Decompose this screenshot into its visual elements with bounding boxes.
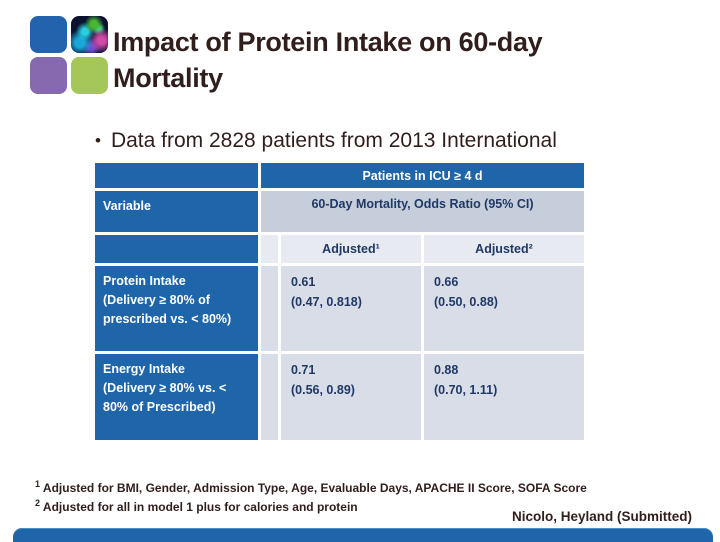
logo-purple-square-icon xyxy=(30,57,67,94)
bullet-text: Data from 2828 patients from 2013 Intern… xyxy=(110,129,557,152)
odds-ratio-value: 0.88 xyxy=(434,363,459,377)
footnote-text: Adjusted for all in model 1 plus for cal… xyxy=(42,500,358,514)
confidence-interval: (0.56, 0.89) xyxy=(291,383,355,397)
table-col-header-adjusted2: Adjusted² xyxy=(424,235,584,263)
bottom-accent-bar xyxy=(13,528,713,542)
confidence-interval: (0.70, 1.11) xyxy=(434,383,498,397)
table-row-variable-protein: Protein Intake (Delivery ≥ 80% of prescr… xyxy=(95,266,258,351)
footnote-1: 1 Adjusted for BMI, Gender, Admission Ty… xyxy=(35,477,695,496)
bullet-icon: • xyxy=(95,131,101,150)
odds-ratio-table: Patients in ICU ≥ 4 d Variable 60-Day Mo… xyxy=(95,163,584,440)
table-spacer-cell xyxy=(261,235,278,263)
odds-ratio-value: 0.71 xyxy=(291,363,316,377)
table-cell-protein-adjusted2: 0.66 (0.50, 0.88) xyxy=(424,266,584,351)
variable-detail: (Delivery ≥ 80% vs. < 80% of Prescribed) xyxy=(103,381,227,414)
table-row-variable-energy: Energy Intake (Delivery ≥ 80% vs. < 80% … xyxy=(95,354,258,440)
logo-blue-square-icon xyxy=(30,16,67,53)
table-variable-header: Variable xyxy=(95,191,258,232)
confidence-interval: (0.47, 0.818) xyxy=(291,295,362,309)
confidence-interval: (0.50, 0.88) xyxy=(434,295,498,309)
table-empty-cell xyxy=(95,235,258,263)
table-spacer-cell xyxy=(261,354,278,440)
table-cell-energy-adjusted2: 0.88 (0.70, 1.11) xyxy=(424,354,584,440)
table-spacer-cell xyxy=(261,266,278,351)
footnote-text: Adjusted for BMI, Gender, Admission Type… xyxy=(42,481,587,495)
logo-green-square-icon xyxy=(71,57,108,94)
variable-name: Energy Intake xyxy=(103,362,185,376)
table-cell-protein-adjusted1: 0.61 (0.47, 0.818) xyxy=(281,266,421,351)
footnote-2: 2 Adjusted for all in model 1 plus for c… xyxy=(35,496,695,515)
variable-name: Protein Intake xyxy=(103,274,186,288)
table-cell-energy-adjusted1: 0.71 (0.56, 0.89) xyxy=(281,354,421,440)
variable-detail: (Delivery ≥ 80% of prescribed vs. < 80%) xyxy=(103,293,232,326)
footnote-marker: 2 xyxy=(35,498,41,508)
logo-photo-square-icon xyxy=(71,16,108,53)
table-col-header-adjusted1: Adjusted¹ xyxy=(281,235,421,263)
bullet-line: • Data from 2828 patients from 2013 Inter… xyxy=(95,128,710,154)
slide-title: Impact of Protein Intake on 60-day Morta… xyxy=(113,27,543,93)
attribution-citation: Nicolo, Heyland (Submitted) xyxy=(511,509,692,524)
table-measure-header: 60-Day Mortality, Odds Ratio (95% CI) xyxy=(261,191,584,232)
org-logo xyxy=(30,16,108,94)
odds-ratio-value: 0.61 xyxy=(291,275,316,289)
footnote-marker: 1 xyxy=(35,479,41,489)
table-span-header: Patients in ICU ≥ 4 d xyxy=(261,163,584,188)
odds-ratio-value: 0.66 xyxy=(434,275,459,289)
footnotes: 1 Adjusted for BMI, Gender, Admission Ty… xyxy=(35,477,695,515)
table-corner-cell xyxy=(95,163,258,188)
